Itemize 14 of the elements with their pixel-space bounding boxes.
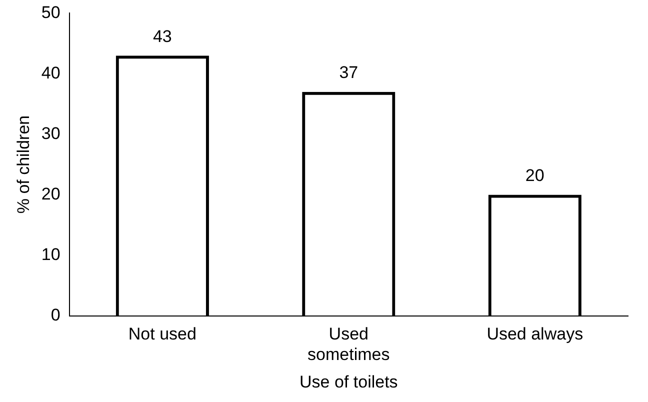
data-label: 20 [525,166,544,185]
y-tick-label: 10 [41,244,60,264]
y-tick-label: 30 [41,124,60,143]
y-axis-title: % of children [14,115,33,214]
x-axis-title: Use of toilets [300,372,398,392]
y-tick-label: 20 [41,184,60,204]
x-tick-label: Not used [128,324,196,344]
data-label: 37 [339,63,358,82]
y-tick-label: 0 [50,305,60,324]
x-tick-label: Used always [486,324,584,344]
y-tick-label: 40 [41,63,60,82]
data-label: 43 [152,26,172,46]
x-tick-label: Used sometimes [308,324,390,364]
y-tick-label: 50 [41,2,60,22]
